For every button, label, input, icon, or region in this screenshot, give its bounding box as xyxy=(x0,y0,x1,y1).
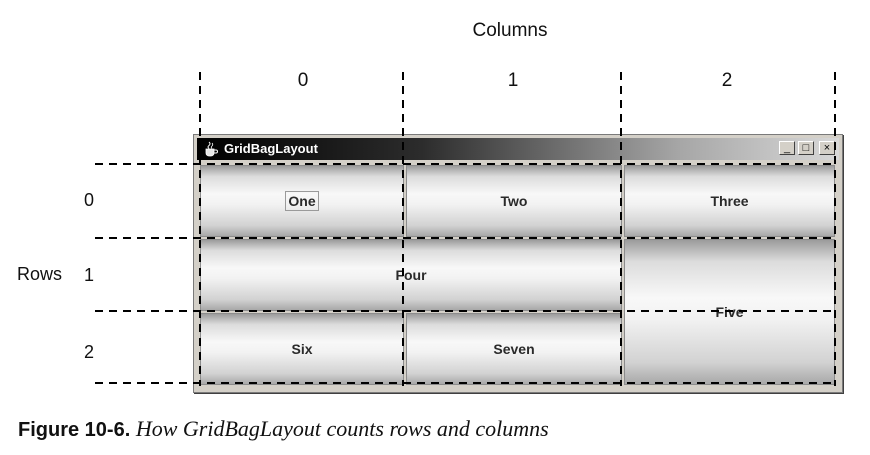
button-two[interactable]: Two xyxy=(406,165,622,237)
gridbaglayout-window: GridBagLayout _ □ × One Two Three Four F… xyxy=(193,134,843,393)
button-two-label: Two xyxy=(500,193,528,209)
button-seven-label: Seven xyxy=(493,341,535,357)
minimize-icon: _ xyxy=(783,142,791,154)
figure-caption: Figure 10-6. How GridBagLayout counts ro… xyxy=(18,416,549,442)
column-number-1: 1 xyxy=(507,70,519,91)
column-number-2: 2 xyxy=(721,70,733,91)
maximize-icon: □ xyxy=(802,142,810,154)
button-three-label: Three xyxy=(710,193,749,209)
row-number-2: 2 xyxy=(84,342,95,362)
window-title: GridBagLayout xyxy=(224,141,318,156)
button-one-label: One xyxy=(285,191,319,211)
button-six-label: Six xyxy=(291,341,313,357)
button-six[interactable]: Six xyxy=(200,313,404,385)
button-four[interactable]: Four xyxy=(200,239,622,311)
column-number-0: 0 xyxy=(297,70,309,91)
close-icon: × xyxy=(823,142,831,154)
title-bar[interactable]: GridBagLayout _ □ × xyxy=(197,138,839,160)
button-three[interactable]: Three xyxy=(624,165,835,237)
java-cup-icon xyxy=(205,141,218,157)
figure-label: Figure 10-6. xyxy=(18,419,131,441)
figure-caption-text: How GridBagLayout counts rows and column… xyxy=(135,416,549,441)
row-number-0: 0 xyxy=(84,190,95,210)
minimize-button[interactable]: _ xyxy=(779,141,795,155)
rows-heading: Rows xyxy=(17,264,63,284)
window-content: One Two Three Four Five Six Seven xyxy=(197,163,837,386)
columns-heading: Columns xyxy=(472,20,548,41)
button-one[interactable]: One xyxy=(200,165,404,237)
row-number-1: 1 xyxy=(84,265,95,285)
button-seven[interactable]: Seven xyxy=(406,313,622,385)
maximize-button[interactable]: □ xyxy=(798,141,814,155)
